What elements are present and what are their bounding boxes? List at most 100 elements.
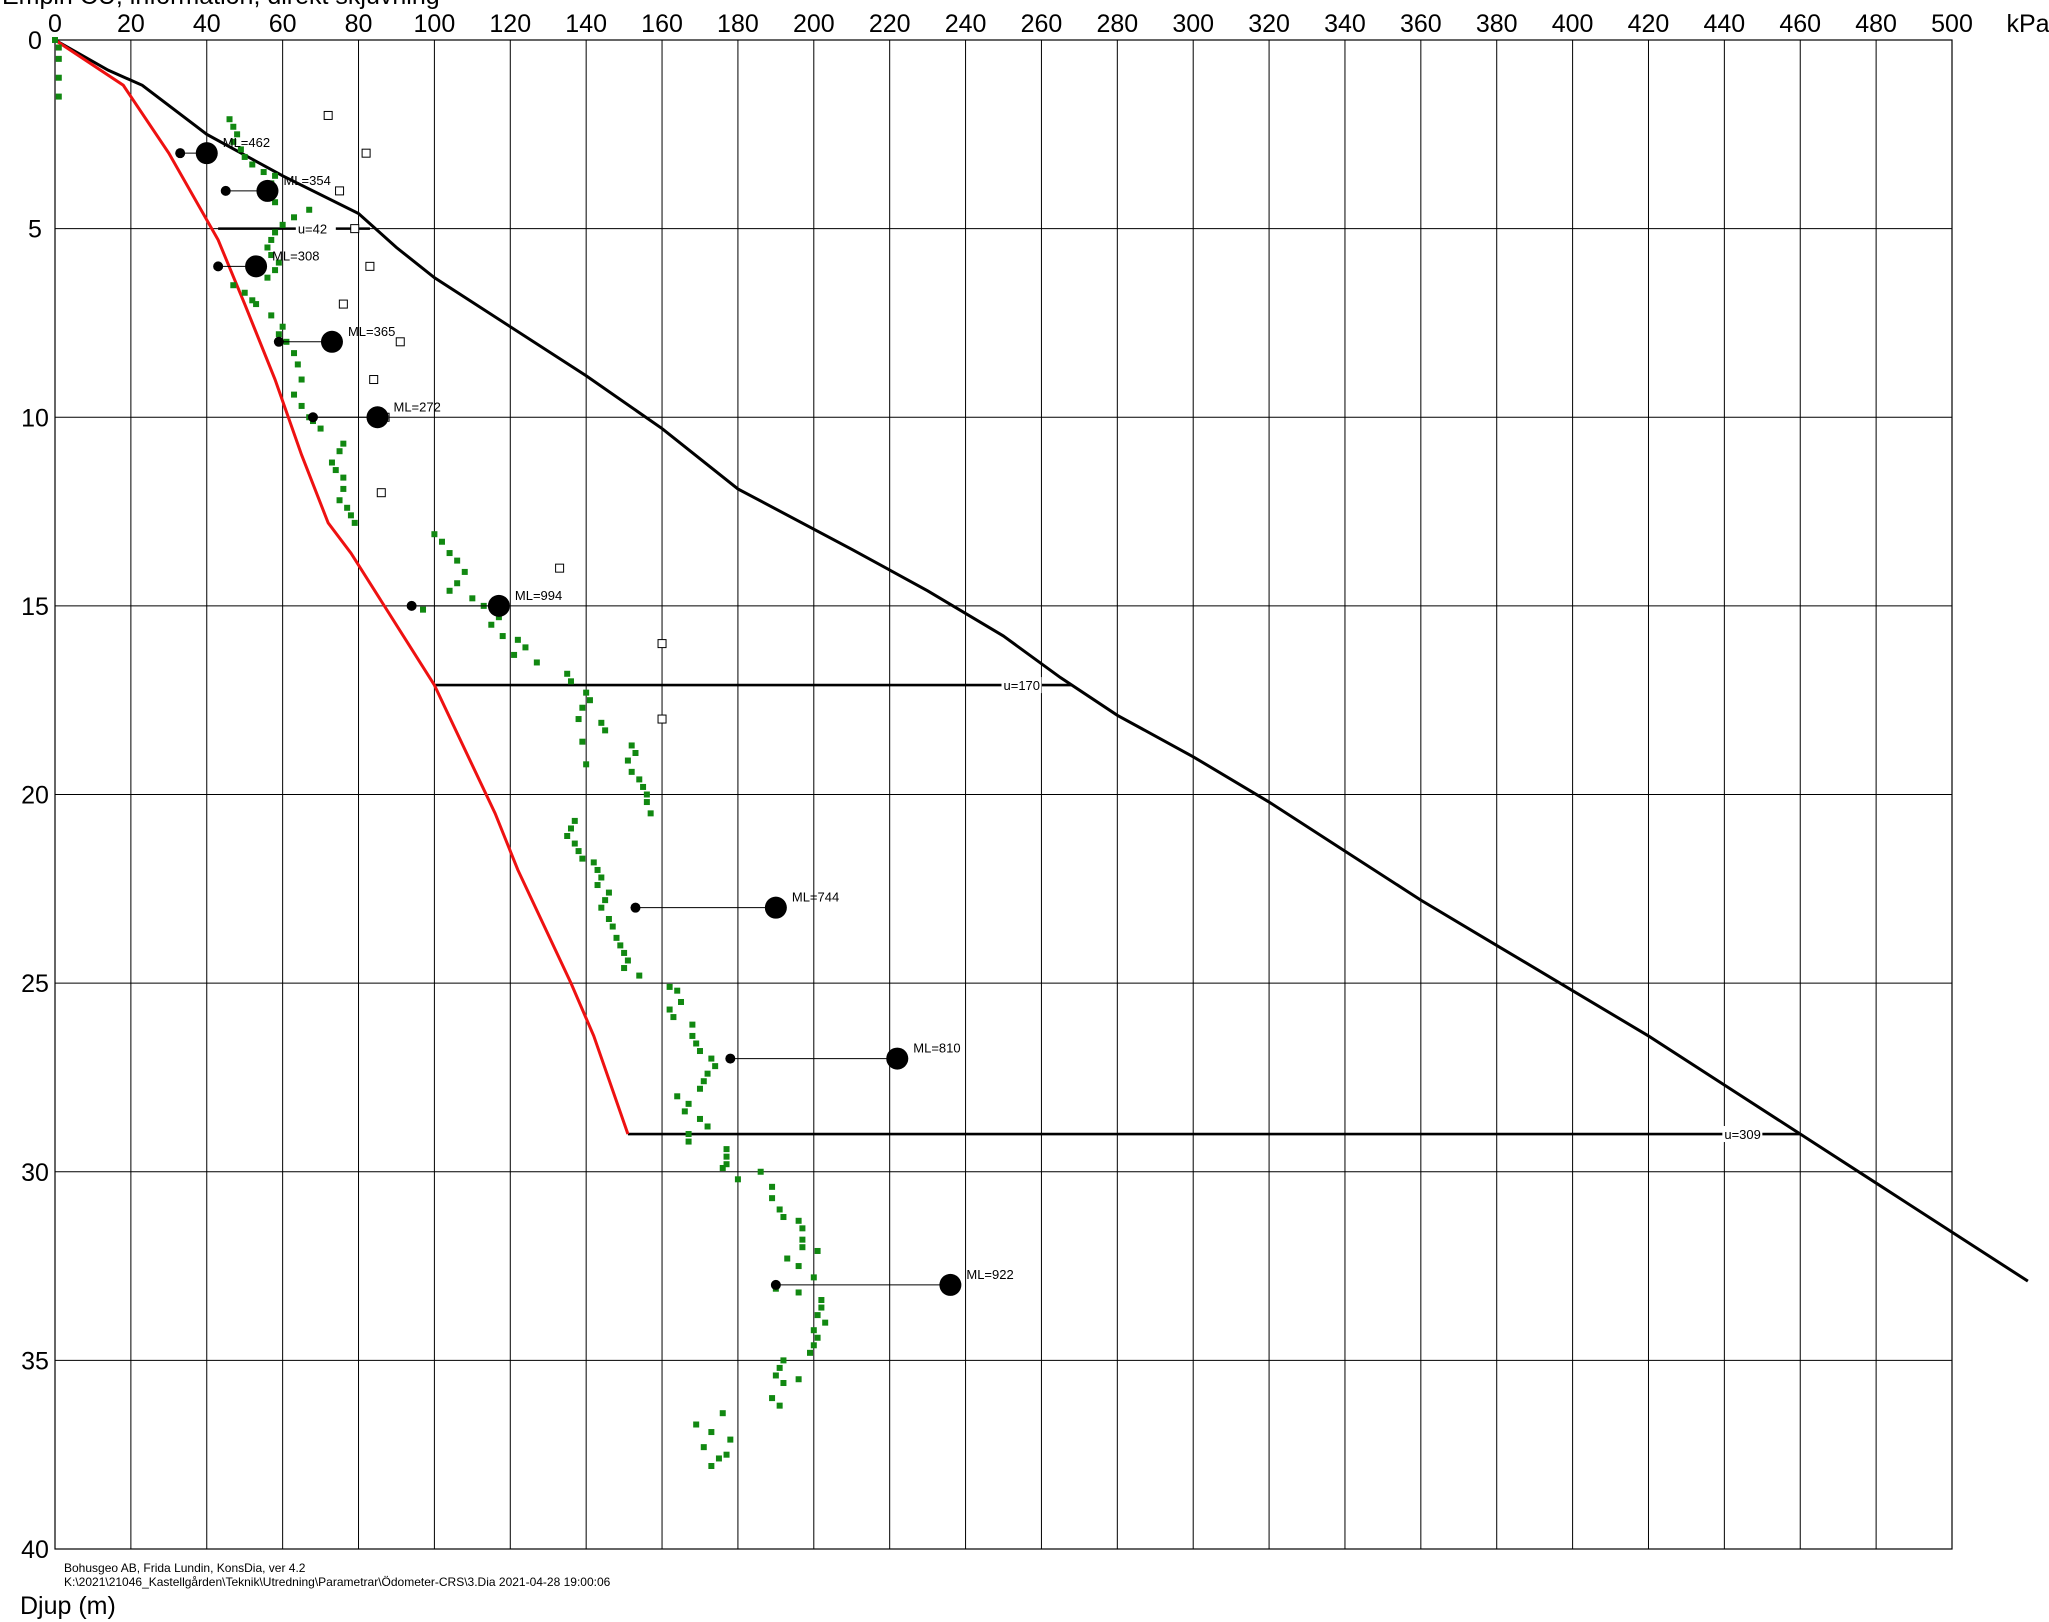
green-point [347, 512, 354, 519]
green-point [799, 1236, 806, 1243]
green-point [226, 116, 233, 123]
green-point [807, 1349, 814, 1356]
green-point [681, 1108, 688, 1115]
green-point [685, 1100, 692, 1107]
open-square [657, 714, 667, 724]
green-point [571, 817, 578, 824]
green-point [776, 1402, 783, 1409]
green-point [446, 550, 453, 557]
green-point [772, 1372, 779, 1379]
y-tick-label: 35 [21, 1347, 49, 1375]
green-point [306, 206, 313, 213]
grid [54, 39, 1953, 1550]
green-point [776, 1364, 783, 1371]
green-point [689, 1032, 696, 1039]
green-point [564, 670, 571, 677]
green-point [249, 161, 256, 168]
open-square [335, 186, 345, 196]
green-point [583, 761, 590, 768]
green-point [260, 169, 267, 176]
green-point [640, 783, 647, 790]
green-point [291, 214, 298, 221]
black-line-layer [54, 38, 2029, 1283]
x-tick-label: 40 [193, 10, 221, 38]
green-point [454, 557, 461, 564]
green-point [268, 236, 275, 243]
green-point [586, 697, 593, 704]
ml-small-point [213, 261, 224, 272]
green-point [564, 832, 571, 839]
green-point [723, 1153, 730, 1160]
green-point [693, 1040, 700, 1047]
green-point [567, 678, 574, 685]
green-point [249, 297, 256, 304]
open-square [376, 488, 386, 498]
green-point [602, 727, 609, 734]
green-point [605, 915, 612, 922]
footer-line-1: Bohusgeo AB, Frida Lundin, KonsDia, ver … [64, 1561, 306, 1575]
green-point [780, 1380, 787, 1387]
x-tick-label: 440 [1704, 10, 1746, 38]
black-line [54, 38, 2029, 1283]
green-point [340, 440, 347, 447]
green-point [598, 874, 605, 881]
green-point [469, 595, 476, 602]
green-point [624, 757, 631, 764]
green-point [810, 1342, 817, 1349]
green-point [636, 972, 643, 979]
green-point [685, 1131, 692, 1138]
green-point [643, 791, 650, 798]
green-point [810, 1274, 817, 1281]
green-point [272, 172, 279, 179]
green-point [55, 74, 62, 81]
green-point [454, 580, 461, 587]
green-point [495, 614, 502, 621]
green-point [264, 274, 271, 281]
green-point [234, 131, 241, 138]
x-tick-label: 300 [1172, 10, 1214, 38]
green-point [575, 848, 582, 855]
green-point [636, 776, 643, 783]
green-point [461, 568, 468, 575]
green-point [328, 459, 335, 466]
green-point [708, 1463, 715, 1470]
green-point [317, 425, 324, 432]
ml-big-point [487, 594, 510, 617]
green-point [818, 1304, 825, 1311]
x-axis-ticks: 0 20 40 60 80 100 120 140 160 180 200 220 240 260 280 3… [48, 10, 1973, 38]
green-point [609, 923, 616, 930]
x-axis-unit: kPa [2006, 10, 2049, 38]
green-point [230, 123, 237, 130]
green-point [533, 659, 540, 666]
y-tick-label: 40 [21, 1536, 49, 1564]
green-point [696, 1115, 703, 1122]
x-tick-label: 180 [717, 10, 759, 38]
green-point [723, 1161, 730, 1168]
green-point [685, 1138, 692, 1145]
green-point [670, 1014, 677, 1021]
ml-big-point [886, 1047, 909, 1070]
green-point [780, 1214, 787, 1221]
green-point [511, 651, 518, 658]
green-point [769, 1395, 776, 1402]
green-point [336, 497, 343, 504]
green-point [279, 323, 286, 330]
green-point [272, 267, 279, 274]
green-point [799, 1225, 806, 1232]
green-point [294, 361, 301, 368]
ml-small-point [220, 185, 231, 196]
u-label-bg [1001, 677, 1042, 694]
green-point [769, 1183, 776, 1190]
green-point [621, 949, 628, 956]
ml-big-point [366, 406, 389, 429]
header-text: Empiri CU, information, direkt skjuvning [2, 0, 440, 10]
ml-label: ML=810 [913, 1041, 960, 1056]
x-tick-label: 400 [1552, 10, 1594, 38]
open-square [555, 563, 565, 573]
ml-small-point [725, 1053, 736, 1064]
ml-small-point [307, 412, 318, 423]
ml-label: ML=462 [223, 135, 270, 150]
green-point [351, 519, 358, 526]
green-point [708, 1429, 715, 1436]
green-point [628, 768, 635, 775]
